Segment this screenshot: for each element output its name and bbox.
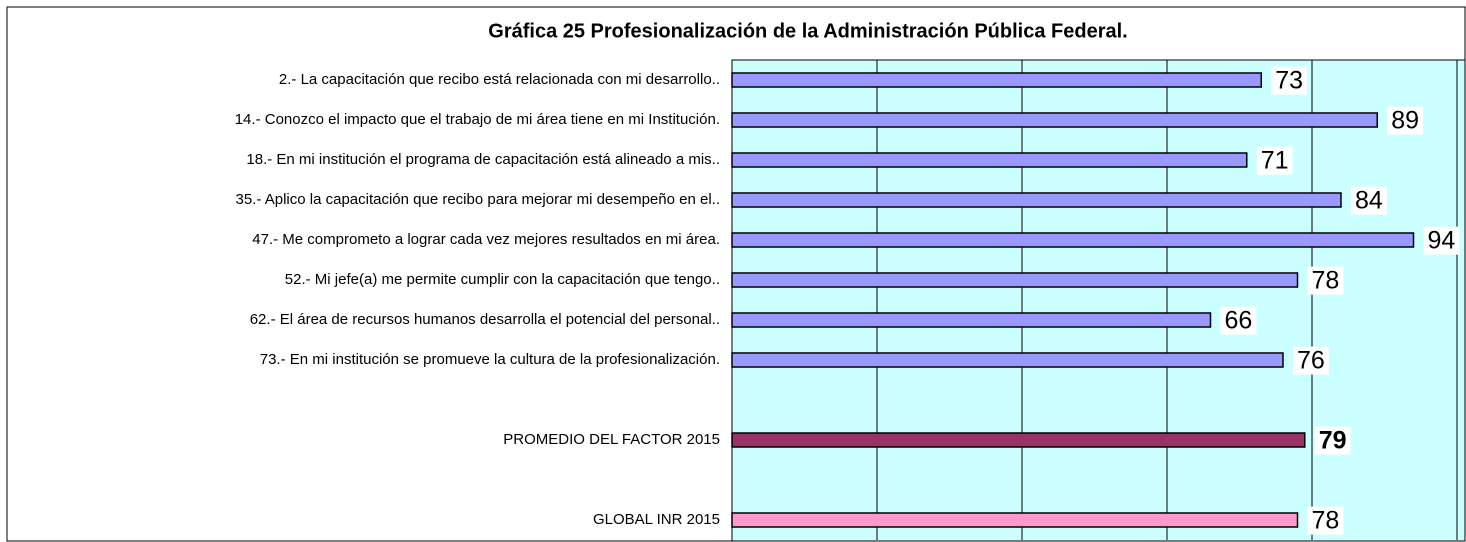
- value-label-bg: [1271, 66, 1308, 95]
- y-tick-label: 47.- Me comprometo a lograr cada vez mej…: [252, 231, 720, 248]
- bar: [731, 192, 1342, 208]
- bar: [731, 112, 1378, 128]
- value-label-bg: [1351, 186, 1387, 215]
- value-label: 84: [1355, 187, 1383, 215]
- bar: [731, 352, 1284, 368]
- bar: [731, 232, 1415, 248]
- y-tick-label: PROMEDIO DEL FACTOR 2015: [503, 431, 720, 448]
- bar: [731, 72, 1262, 88]
- value-label-bg: [1293, 346, 1329, 375]
- value-label: 89: [1391, 107, 1419, 135]
- bar: [731, 312, 1212, 328]
- value-label: 66: [1225, 307, 1253, 335]
- bar: [731, 152, 1248, 168]
- plot-area: [731, 59, 1466, 542]
- value-label-bg: [1220, 306, 1257, 335]
- value-label: 71: [1261, 147, 1289, 175]
- value-label: 73: [1275, 67, 1303, 95]
- value-label-bg: [1256, 146, 1293, 175]
- value-label: 79: [1319, 427, 1347, 455]
- bar: [731, 272, 1299, 288]
- value-label-bg: [1307, 506, 1344, 535]
- y-tick-label: 73.- En mi institución se promueve la cu…: [260, 351, 720, 368]
- y-tick-label: GLOBAL INR 2015: [593, 511, 720, 528]
- value-label-bg: [1387, 106, 1424, 135]
- y-tick-label: 62.- El área de recursos humanos desarro…: [250, 311, 720, 328]
- y-tick-label: 14.- Conozco el impacto que el trabajo d…: [235, 111, 720, 128]
- y-tick-label: 2.- La capacitación que recibo está rela…: [279, 71, 720, 88]
- value-label: 94: [1428, 227, 1456, 255]
- value-label: 78: [1312, 507, 1340, 535]
- bar: [731, 432, 1306, 448]
- value-label-bg: [1307, 266, 1344, 295]
- value-label-bg: [1314, 426, 1351, 455]
- y-tick-label: 35.- Aplico la capacitación que recibo p…: [236, 191, 720, 208]
- bar: [731, 512, 1299, 528]
- chart-title: Gráfica 25 Profesionalización de la Admi…: [488, 20, 1127, 42]
- y-tick-label: 18.- En mi institución el programa de ca…: [246, 151, 720, 168]
- value-label-bg: [1423, 226, 1460, 255]
- value-label: 76: [1297, 347, 1325, 375]
- value-label: 78: [1312, 267, 1340, 295]
- y-tick-label: 52.- Mi jefe(a) me permite cumplir con l…: [285, 271, 720, 288]
